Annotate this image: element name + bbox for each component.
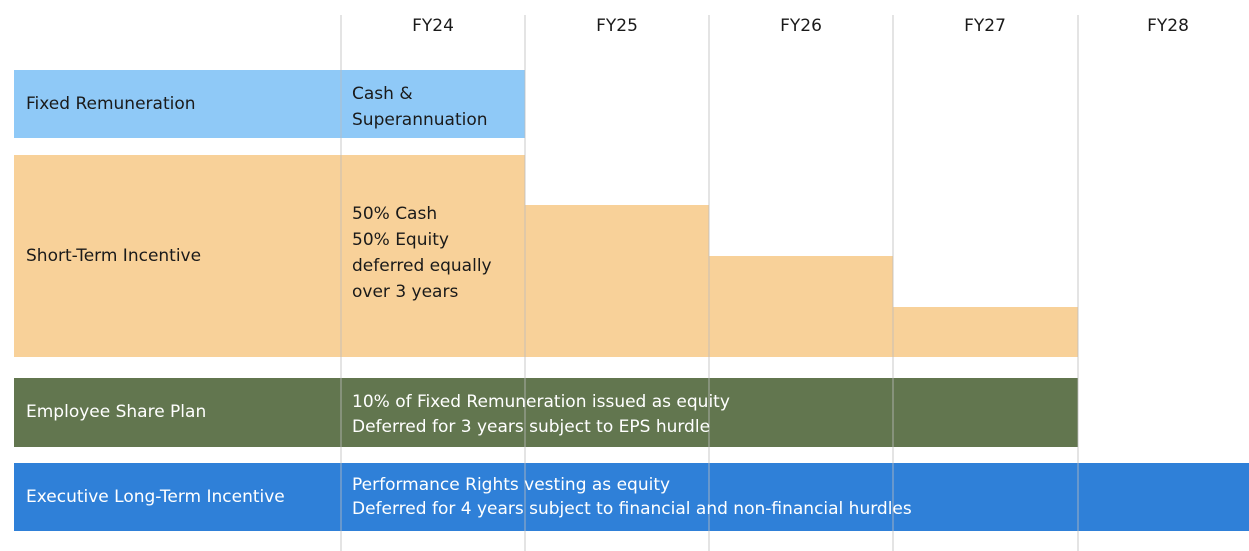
column-header: FY24 — [412, 16, 454, 36]
row-description: deferred equally — [352, 256, 492, 276]
row-description: Deferred for 3 years subject to EPS hurd… — [352, 417, 710, 437]
fixed-remuneration-band — [14, 70, 525, 138]
short-term-incentive-band — [14, 155, 1078, 357]
row-description: 50% Equity — [352, 230, 449, 250]
row-description: Cash & — [352, 84, 413, 104]
row-description: Deferred for 4 years subject to financia… — [352, 499, 912, 519]
row-label: Employee Share Plan — [26, 402, 206, 422]
column-header: FY26 — [780, 16, 822, 36]
row-description: Performance Rights vesting as equity — [352, 475, 670, 495]
row-description: 10% of Fixed Remuneration issued as equi… — [352, 392, 730, 412]
column-header: FY25 — [596, 16, 638, 36]
row-label: Executive Long-Term Incentive — [26, 487, 285, 507]
row-description: 50% Cash — [352, 204, 437, 224]
employee-share-plan-band — [14, 378, 1078, 447]
row-description: over 3 years — [352, 282, 458, 302]
row-description: Superannuation — [352, 110, 488, 130]
row-label: Fixed Remuneration — [26, 94, 196, 114]
column-header: FY28 — [1147, 16, 1189, 36]
column-dividers — [340, 15, 1079, 551]
column-header: FY27 — [964, 16, 1006, 36]
row-label: Short-Term Incentive — [26, 246, 201, 266]
executive-lti-band — [14, 463, 1249, 531]
